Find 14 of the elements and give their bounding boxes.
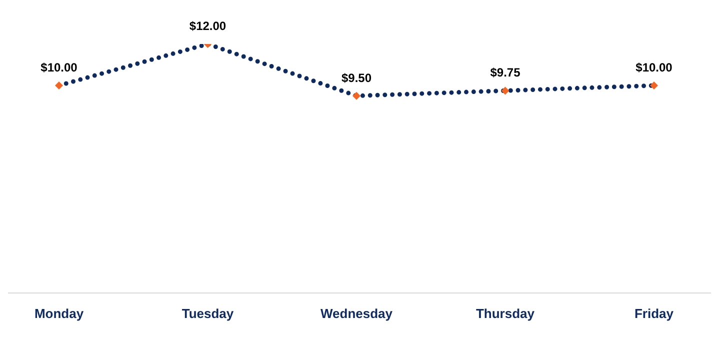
x-tick-label: Monday <box>34 306 84 322</box>
x-tick-label: Friday <box>634 306 674 322</box>
point <box>55 82 63 90</box>
point <box>352 92 360 100</box>
point <box>650 82 658 90</box>
data-label: $10.00 <box>636 60 673 74</box>
data-label: $12.00 <box>189 19 226 33</box>
point <box>501 86 510 95</box>
data-label: $10.00 <box>40 60 78 74</box>
data-label: $9.50 <box>341 70 372 85</box>
data-label: $9.75 <box>490 66 521 80</box>
x-tick-label: Tuesday <box>182 306 234 322</box>
x-tick-label: Wednesday <box>320 306 394 322</box>
x-tick-label: Thursday <box>476 306 536 322</box>
